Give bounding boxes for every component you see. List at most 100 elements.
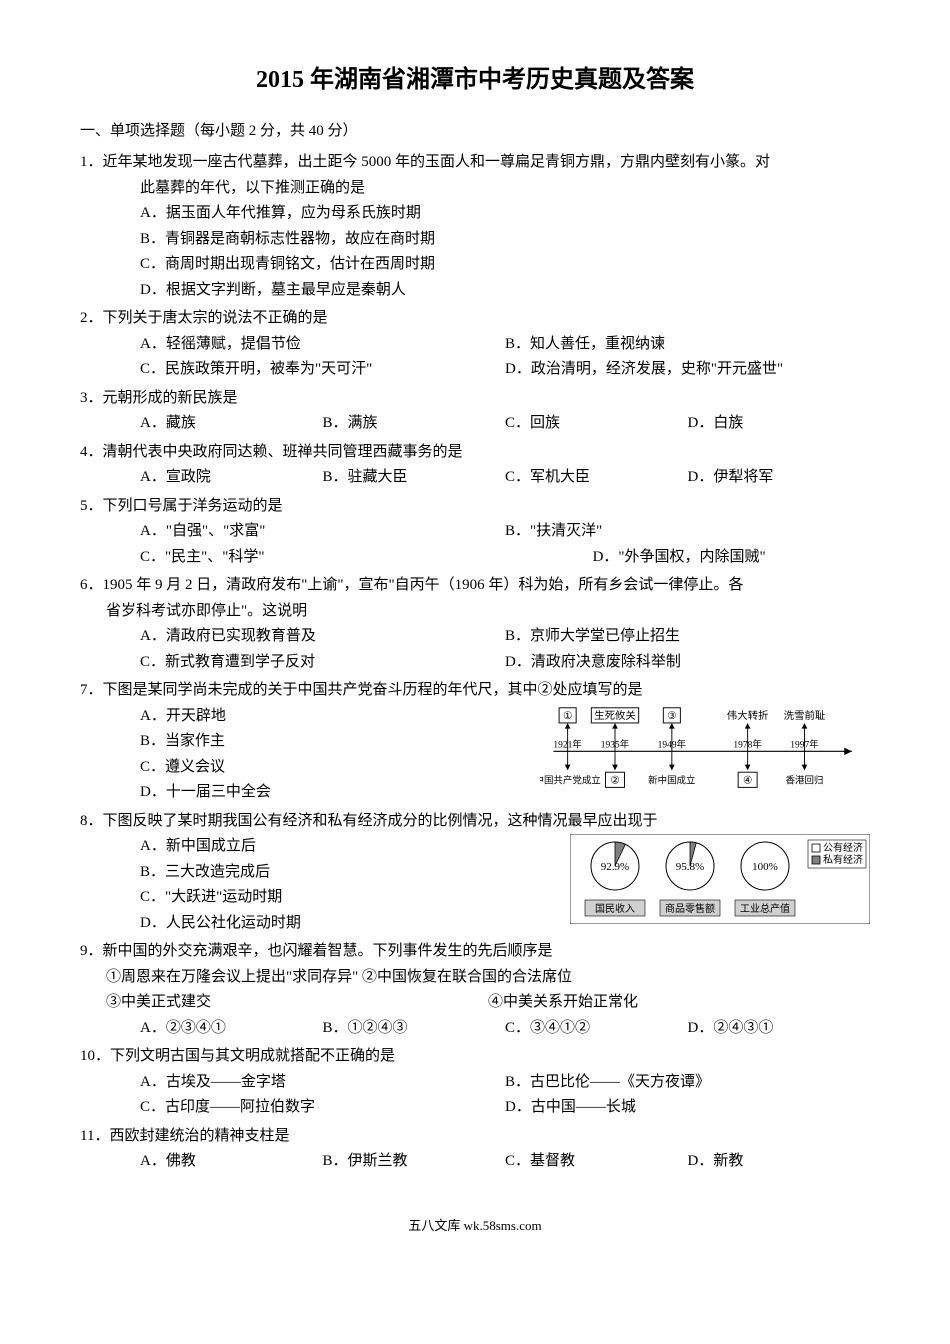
q4-optC: C．军机大臣 (505, 465, 688, 491)
q2-stem: 下列关于唐太宗的说法不正确的是 (103, 310, 328, 326)
svg-text:私有经济: 私有经济 (823, 853, 863, 866)
q5-optB: B．"扶清灭洋" (505, 519, 870, 545)
q2-optD: D．政治清明，经济发展，史称"开元盛世" (505, 357, 870, 383)
q6-optB: B．京师大学堂已停止招生 (505, 624, 870, 650)
q2-num: 2． (80, 310, 103, 326)
q4-stem: 清朝代表中央政府同达赖、班禅共同管理西藏事务的是 (103, 444, 463, 460)
q1-optA: A．据玉面人年代推算，应为母系氏族时期 (80, 201, 870, 227)
svg-text:③: ③ (667, 711, 676, 722)
q4-optA: A．宣政院 (140, 465, 323, 491)
q9-optC: C．③④①② (505, 1016, 688, 1042)
q6-optD: D．清政府决意废除科举制 (505, 650, 870, 676)
timeline-diagram: ①生死攸关③伟大转折洗雪前耻 1921年1935年1949年1978年1997年… (540, 704, 870, 804)
question-6: 6．1905 年 9 月 2 日，清政府发布"上谕"，宣布"自丙午（1906 年… (80, 573, 870, 675)
svg-text:1997年: 1997年 (790, 738, 819, 750)
svg-text:工业总产值: 工业总产值 (740, 902, 790, 915)
q9-optD: D．②④③① (688, 1016, 871, 1042)
q11-stem: 西欧封建统治的精神支柱是 (109, 1128, 289, 1144)
q9-num: 9． (80, 943, 103, 959)
q5-stem: 下列口号属于洋务运动的是 (103, 498, 283, 514)
question-5: 5．下列口号属于洋务运动的是 A．"自强"、"求富" B．"扶清灭洋" C．"民… (80, 494, 870, 571)
svg-text:1935年: 1935年 (601, 738, 630, 750)
q4-optD: D．伊犁将军 (688, 465, 871, 491)
q6-stem2: 省岁科考试亦即停止"。这说明 (80, 599, 870, 625)
question-2: 2．下列关于唐太宗的说法不正确的是 A．轻徭薄赋，提倡节俭 B．知人善任，重视纳… (80, 306, 870, 383)
q10-optA: A．古埃及——金字塔 (140, 1070, 505, 1096)
q7-num: 7． (80, 682, 103, 698)
svg-text:商品零售额: 商品零售额 (665, 902, 715, 915)
question-8: 8．下图反映了某时期我国公有经济和私有经济成分的比例情况，这种情况最早应出现于 … (80, 809, 870, 937)
q5-optD: D．"外争国权，内除国贼" (593, 545, 766, 571)
svg-text:①: ① (563, 711, 572, 722)
pie-svg: 92.9% 国民收入 95.8% 商品零售额 100% 工业总产值 公有经济 私有经济 (570, 834, 870, 924)
q2-optB: B．知人善任，重视纳谏 (505, 332, 870, 358)
svg-text:国民收入: 国民收入 (595, 902, 635, 915)
svg-text:②: ② (610, 775, 619, 786)
q10-optC: C．古印度——阿拉伯数字 (140, 1095, 505, 1121)
q10-optD: D．古中国——长城 (505, 1095, 870, 1121)
q4-num: 4． (80, 444, 103, 460)
q11-optD: D．新教 (688, 1149, 871, 1175)
svg-text:95.8%: 95.8% (676, 861, 704, 873)
q6-optC: C．新式教育遭到学子反对 (140, 650, 505, 676)
q10-optB: B．古巴比伦——《天方夜谭》 (505, 1070, 870, 1096)
q3-num: 3． (80, 390, 103, 406)
q9-line2a: ③中美正式建交 (106, 990, 488, 1016)
q9-stem: 新中国的外交充满艰辛，也闪耀着智慧。下列事件发生的先后顺序是 (103, 943, 553, 959)
q3-optB: B．满族 (323, 411, 506, 437)
q6-optA: A．清政府已实现教育普及 (140, 624, 505, 650)
q11-optC: C．基督教 (505, 1149, 688, 1175)
q1-optD: D．根据文字判断，墓主最早应是秦朝人 (80, 278, 870, 304)
svg-text:新中国成立: 新中国成立 (648, 774, 695, 786)
svg-text:生死攸关: 生死攸关 (594, 709, 636, 722)
q10-stem: 下列文明古国与其文明成就搭配不正确的是 (110, 1048, 395, 1064)
question-7: 7．下图是某同学尚未完成的关于中国共产党奋斗历程的年代尺，其中②处应填写的是 ①… (80, 678, 870, 806)
q3-optC: C．回族 (505, 411, 688, 437)
svg-text:92.9%: 92.9% (601, 861, 629, 873)
svg-text:中国共产党成立: 中国共产党成立 (540, 774, 601, 786)
q6-stem: 1905 年 9 月 2 日，清政府发布"上谕"，宣布"自丙午（1906 年）科… (103, 577, 744, 593)
question-4: 4．清朝代表中央政府同达赖、班禅共同管理西藏事务的是 A．宣政院 B．驻藏大臣 … (80, 440, 870, 491)
question-11: 11．西欧封建统治的精神支柱是 A．佛教 B．伊斯兰教 C．基督教 D．新教 (80, 1124, 870, 1175)
svg-text:④: ④ (743, 775, 752, 786)
svg-text:1921年: 1921年 (553, 738, 582, 750)
q5-num: 5． (80, 498, 103, 514)
svg-text:伟大转折: 伟大转折 (727, 709, 769, 722)
svg-text:100%: 100% (752, 861, 778, 873)
q5-optA: A．"自强"、"求富" (140, 519, 505, 545)
question-9: 9．新中国的外交充满艰辛，也闪耀着智慧。下列事件发生的先后顺序是 ①周恩来在万隆… (80, 939, 870, 1041)
question-10: 10．下列文明古国与其文明成就搭配不正确的是 A．古埃及——金字塔 B．古巴比伦… (80, 1044, 870, 1121)
q5-optC: C．"民主"、"科学" (140, 545, 593, 571)
q2-optA: A．轻徭薄赋，提倡节俭 (140, 332, 505, 358)
question-1: 1．近年某地发现一座古代墓葬，出土距今 5000 年的玉面人和一尊扁足青铜方鼎，… (80, 150, 870, 303)
q7-stem: 下图是某同学尚未完成的关于中国共产党奋斗历程的年代尺，其中②处应填写的是 (103, 682, 643, 698)
q1-optC: C．商周时期出现青铜铭文，估计在西周时期 (80, 252, 870, 278)
q9-optB: B．①②④③ (323, 1016, 506, 1042)
footer: 五八文库 wk.58sms.com (80, 1215, 870, 1237)
q1-num: 1． (80, 154, 103, 170)
svg-text:1949年: 1949年 (658, 738, 687, 750)
q3-optD: D．白族 (688, 411, 871, 437)
q9-line2b: ④中美关系开始正常化 (488, 990, 870, 1016)
q2-optC: C．民族政策开明，被奉为"天可汗" (140, 357, 505, 383)
q6-num: 6． (80, 577, 103, 593)
question-3: 3．元朝形成的新民族是 A．藏族 B．满族 C．回族 D．白族 (80, 386, 870, 437)
svg-text:公有经济: 公有经济 (823, 841, 863, 854)
section-heading: 一、单项选择题（每小题 2 分，共 40 分） (80, 119, 870, 145)
q3-stem: 元朝形成的新民族是 (103, 390, 238, 406)
q11-optB: B．伊斯兰教 (323, 1149, 506, 1175)
timeline-svg: ①生死攸关③伟大转折洗雪前耻 1921年1935年1949年1978年1997年… (540, 704, 870, 794)
svg-text:香港回归: 香港回归 (786, 774, 824, 786)
page-title: 2015 年湖南省湘潭市中考历史真题及答案 (80, 60, 870, 101)
q8-num: 8． (80, 813, 103, 829)
q11-optA: A．佛教 (140, 1149, 323, 1175)
q1-stem2: 此墓葬的年代，以下推测正确的是 (80, 176, 870, 202)
q8-stem: 下图反映了某时期我国公有经济和私有经济成分的比例情况，这种情况最早应出现于 (103, 813, 658, 829)
q3-optA: A．藏族 (140, 411, 323, 437)
q9-optA: A．②③④① (140, 1016, 323, 1042)
q4-optB: B．驻藏大臣 (323, 465, 506, 491)
svg-text:1978年: 1978年 (733, 738, 762, 750)
q9-line1: ①周恩来在万隆会议上提出"求同存异" ②中国恢复在联合国的合法席位 (80, 965, 870, 991)
pie-diagram: 92.9% 国民收入 95.8% 商品零售额 100% 工业总产值 公有经济 私有经济 (570, 834, 870, 934)
q1-stem: 近年某地发现一座古代墓葬，出土距今 5000 年的玉面人和一尊扁足青铜方鼎，方鼎… (103, 154, 771, 170)
